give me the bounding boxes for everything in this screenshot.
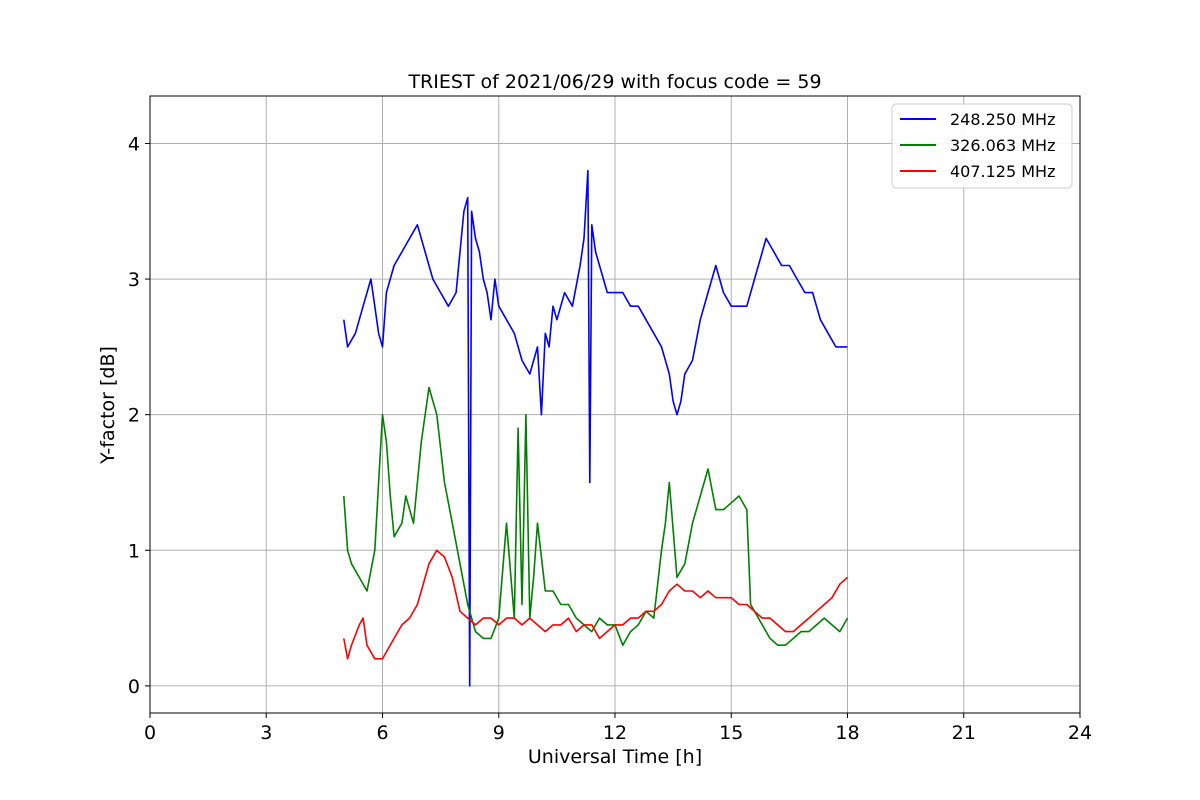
series-line-3: [343, 549, 849, 660]
x-tick-label: 6: [376, 722, 388, 744]
legend-label-2: 326.063 MHz: [950, 136, 1055, 155]
y-axis-label: Y-factor [dB]: [97, 346, 119, 465]
legend-label-1: 248.250 MHz: [950, 110, 1055, 129]
chart-title: TRIEST of 2021/06/29 with focus code = 5…: [407, 71, 821, 93]
legend-box: [891, 103, 1073, 189]
x-tick-label: 3: [260, 722, 272, 744]
y-tick-label: 0: [128, 676, 140, 698]
x-tick-label: 21: [952, 722, 976, 744]
y-tick-label: 2: [128, 405, 140, 427]
legend: 248.250 MHz 326.063 MHz 407.125 MHz: [891, 103, 1073, 189]
legend-label-3: 407.125 MHz: [950, 162, 1055, 181]
x-tick-label: 18: [835, 722, 859, 744]
x-tick-label: 9: [493, 722, 505, 744]
series-line-1: [343, 169, 848, 687]
x-axis-label: Universal Time [h]: [528, 746, 702, 768]
y-tick-label: 1: [128, 540, 140, 562]
y-tick-label: 4: [128, 133, 140, 155]
series-layer: [343, 169, 849, 687]
x-tick-label: 15: [719, 722, 743, 744]
x-tick-label: 12: [603, 722, 627, 744]
series-line-2: [343, 386, 849, 647]
x-tick-label: 0: [144, 722, 156, 744]
y-tick-label: 3: [128, 269, 140, 291]
x-tick-label: 24: [1068, 722, 1092, 744]
